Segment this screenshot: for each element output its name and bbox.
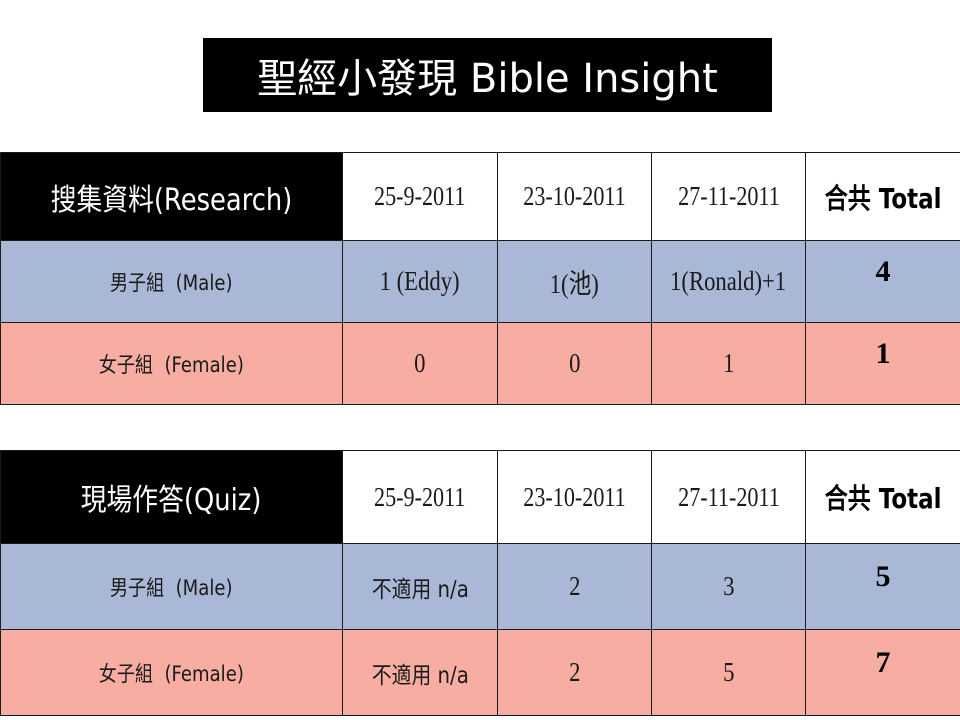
quiz-header-cell: 現場作答(Quiz) <box>0 450 343 544</box>
quiz-date-3: 27-11-2011 <box>651 450 806 544</box>
quiz-male-row: 男子組 (Male) 不適用 n/a 2 3 5 <box>0 543 960 630</box>
research-date-1: 25-9-2011 <box>342 152 498 241</box>
research-date-3: 27-11-2011 <box>651 152 806 241</box>
research-date-2: 23-10-2011 <box>497 152 652 241</box>
quiz-female-value-1: 不適用 n/a <box>342 629 498 716</box>
quiz-table: 現場作答(Quiz) 25-9-2011 23-10-2011 27-11-20… <box>0 450 960 716</box>
quiz-male-value-2: 2 <box>497 543 652 630</box>
research-male-value-2: 1(池) <box>497 240 652 323</box>
quiz-male-value-1: 不適用 n/a <box>342 543 498 630</box>
research-female-value-1: 0 <box>342 322 498 405</box>
quiz-total-header: 合共 Total <box>805 450 960 544</box>
quiz-male-value-3: 3 <box>651 543 806 630</box>
quiz-female-value-2: 2 <box>497 629 652 716</box>
research-female-value-3: 1 <box>651 322 806 405</box>
quiz-male-label: 男子組 (Male) <box>0 543 343 630</box>
research-female-total: 1 <box>805 322 960 405</box>
quiz-date-1: 25-9-2011 <box>342 450 498 544</box>
research-header-cell: 搜集資料(Research) <box>0 152 343 241</box>
research-male-value-3: 1(Ronald)+1 <box>651 240 806 323</box>
research-male-total: 4 <box>805 240 960 323</box>
slide-title-text: 聖經小發現 Bible Insight <box>257 56 718 102</box>
quiz-male-total: 5 <box>805 543 960 630</box>
research-female-row: 女子組 (Female) 0 0 1 1 <box>0 322 960 405</box>
research-male-row: 男子組 (Male) 1 (Eddy) 1(池) 1(Ronald)+1 4 <box>0 240 960 323</box>
research-table: 搜集資料(Research) 25-9-2011 23-10-2011 27-1… <box>0 152 960 405</box>
quiz-female-value-3: 5 <box>651 629 806 716</box>
research-total-header: 合共 Total <box>805 152 960 241</box>
research-male-value-1: 1 (Eddy) <box>342 240 498 323</box>
quiz-female-label: 女子組 (Female) <box>0 629 343 716</box>
research-female-label: 女子組 (Female) <box>0 322 343 405</box>
research-male-label: 男子組 (Male) <box>0 240 343 323</box>
research-female-value-2: 0 <box>497 322 652 405</box>
quiz-female-row: 女子組 (Female) 不適用 n/a 2 5 7 <box>0 629 960 716</box>
quiz-female-total: 7 <box>805 629 960 716</box>
research-header-row: 搜集資料(Research) 25-9-2011 23-10-2011 27-1… <box>0 152 960 241</box>
quiz-header-row: 現場作答(Quiz) 25-9-2011 23-10-2011 27-11-20… <box>0 450 960 544</box>
quiz-date-2: 23-10-2011 <box>497 450 652 544</box>
slide-title: 聖經小發現 Bible Insight <box>203 38 772 112</box>
